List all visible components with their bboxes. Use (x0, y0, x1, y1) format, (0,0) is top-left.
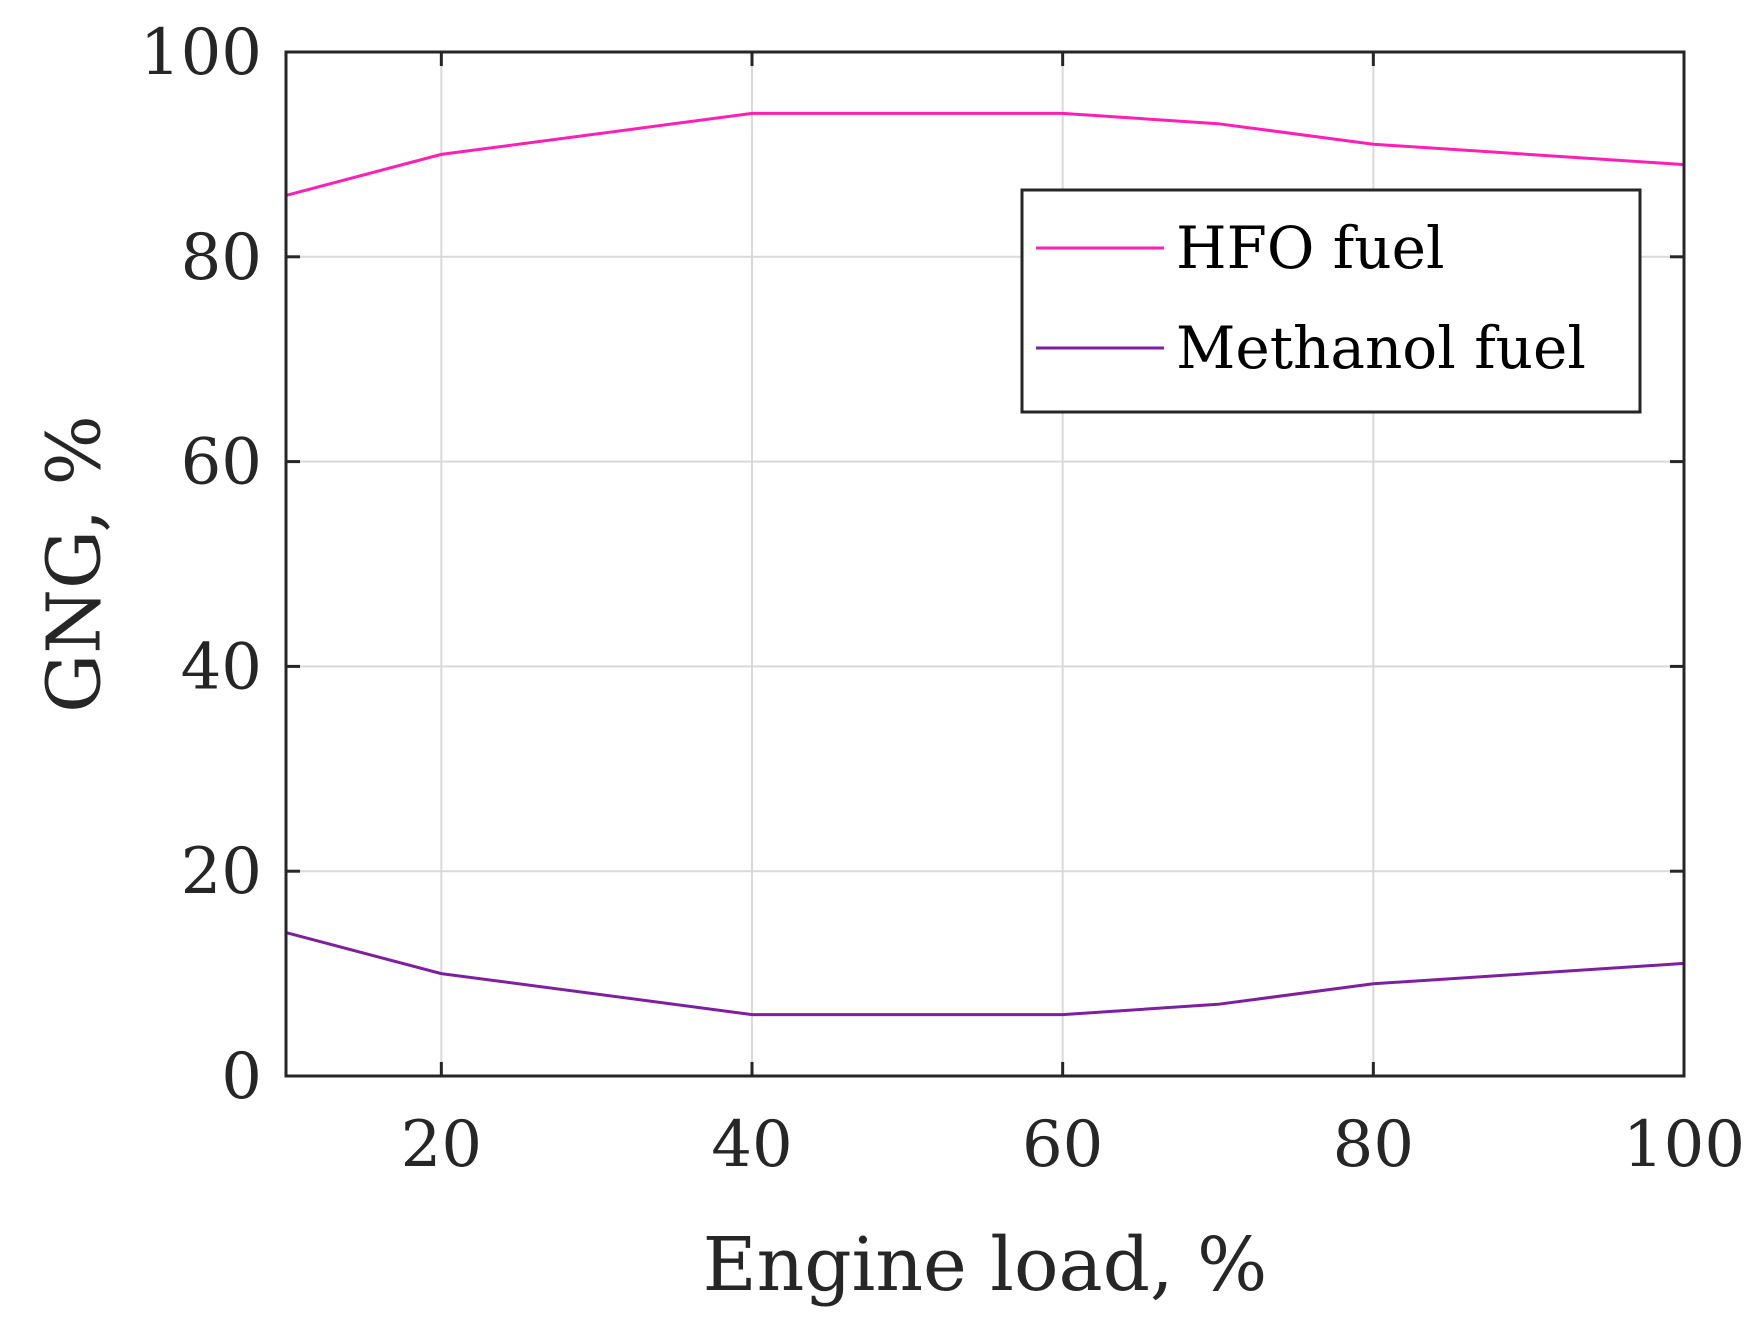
plot-area-frame (284, 50, 1686, 1078)
x-tick-label: 40 (711, 1108, 792, 1182)
legend: HFO fuel Methanol fuel (1020, 188, 1642, 414)
x-tick-label: 100 (1623, 1108, 1745, 1182)
axis-ticks (286, 50, 1686, 1078)
tick-labels: 20 40 60 80 100 0 20 40 60 80 100 (140, 16, 1745, 1182)
y-tick-label: 80 (181, 221, 262, 295)
y-tick-label: 100 (140, 16, 262, 90)
y-tick-label: 60 (181, 426, 262, 500)
series-line (285, 111, 1685, 197)
x-axis-title: Engine load, % (703, 1222, 1268, 1308)
series-lines (285, 111, 1685, 1017)
legend-entry-label: HFO fuel (1176, 214, 1445, 282)
x-tick-label: 20 (401, 1108, 482, 1182)
legend-box (1020, 188, 1642, 414)
series-line (285, 931, 1685, 1017)
y-tick-label: 40 (181, 630, 262, 704)
x-tick-label: 80 (1333, 1108, 1414, 1182)
legend-entry-label: Methanol fuel (1176, 314, 1586, 382)
x-tick-label: 60 (1022, 1108, 1103, 1182)
y-tick-label: 20 (181, 835, 262, 909)
y-axis-title: GNG, % (31, 415, 117, 713)
y-tick-label: 0 (221, 1040, 262, 1114)
